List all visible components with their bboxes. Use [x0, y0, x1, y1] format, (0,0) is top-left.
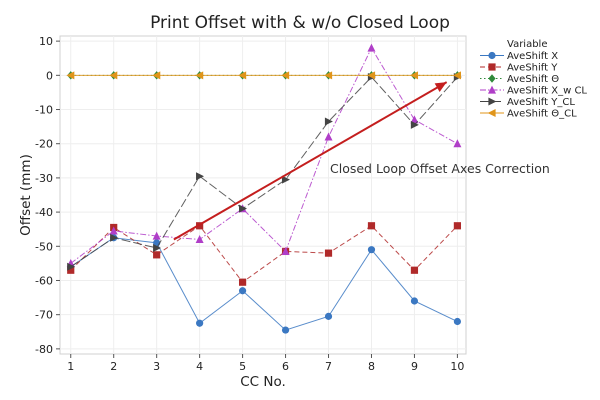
- grid: [60, 36, 466, 354]
- data-point-s1: [324, 312, 333, 320]
- x-tick-label: 3: [153, 360, 160, 373]
- series-line-4: [70, 46, 458, 264]
- legend-swatch-marker: [488, 74, 496, 83]
- data-point-s4: [152, 231, 161, 240]
- x-tick-label: 2: [110, 360, 117, 373]
- data-point-s1: [281, 326, 290, 334]
- y-tick-label: -80: [35, 343, 53, 356]
- annotation-group: Closed Loop Offset Axes Correction: [173, 81, 550, 241]
- data-point-s5: [410, 120, 419, 129]
- data-point-s6: [66, 71, 75, 80]
- x-axis-label: CC No.: [240, 374, 286, 390]
- x-tick-label: 7: [325, 360, 332, 373]
- data-point-s2: [367, 222, 376, 230]
- legend-swatch-marker: [487, 109, 496, 117]
- y-tick-label: -30: [35, 172, 53, 185]
- x-tick-label: 9: [411, 360, 418, 373]
- y-axis-label: Offset (mm): [18, 154, 34, 236]
- legend-swatch-marker: [488, 51, 496, 60]
- legend-entry: AveShift Θ_CL: [507, 109, 577, 120]
- x-tick-label: 6: [282, 360, 289, 373]
- y-tick-label: -40: [35, 206, 53, 219]
- data-point-s2: [410, 266, 419, 274]
- data-point-s2: [196, 222, 204, 230]
- data-point-s5: [110, 233, 119, 242]
- y-tick-label: 0: [46, 69, 53, 82]
- x-tick-label: 8: [368, 360, 375, 373]
- data-point-s5: [196, 172, 205, 181]
- data-point-s1: [367, 246, 376, 254]
- legend-entry: AveShift X_w CL: [507, 86, 587, 97]
- y-tick-label: -60: [35, 274, 53, 287]
- data-point-s1: [196, 319, 204, 327]
- data-point-s4: [324, 132, 333, 141]
- legend-entry: AveShift Y: [507, 63, 558, 74]
- y-tick-label: -70: [35, 309, 53, 322]
- y-axis-ticks: 10 0 -10 -20 -30 -40 -50 -60 -70 -80: [35, 35, 60, 356]
- data-point-s4: [195, 235, 204, 244]
- legend-entry: AveShift X: [507, 51, 558, 62]
- data-point-s4: [410, 115, 419, 124]
- series-line-1: [70, 237, 458, 331]
- annotation-label: Closed Loop Offset Axes Correction: [330, 161, 550, 176]
- chart-title: Print Offset with & w/o Closed Loop: [150, 13, 450, 33]
- data-point-s6: [281, 71, 290, 80]
- annotation-arrow-shaft: [173, 81, 448, 241]
- data-point-s2: [67, 266, 75, 274]
- data-point-s6: [367, 71, 376, 80]
- legend-swatch-marker: [488, 97, 497, 106]
- data-point-s2: [324, 249, 333, 257]
- data-point-s5: [153, 244, 162, 252]
- data-point-s6: [453, 71, 462, 80]
- legend-title: Variable: [507, 39, 548, 50]
- y-tick-label: -20: [35, 138, 53, 151]
- series-group: [66, 43, 462, 334]
- data-point-s5: [281, 175, 290, 184]
- y-tick-label: 10: [39, 35, 53, 48]
- data-point-s6: [109, 71, 118, 80]
- data-point-s2: [453, 222, 462, 230]
- data-point-s5: [238, 204, 247, 213]
- data-point-s6: [152, 71, 161, 80]
- data-point-s5: [324, 117, 333, 126]
- data-point-s4: [281, 247, 290, 256]
- x-tick-label: 4: [196, 360, 203, 373]
- legend-swatch-marker: [488, 63, 496, 71]
- data-point-s1: [410, 297, 419, 305]
- data-point-s1: [453, 317, 462, 326]
- x-tick-label: 10: [450, 360, 464, 373]
- data-point-s2: [238, 278, 247, 286]
- data-point-s5: [67, 262, 76, 271]
- data-point-s6: [195, 71, 204, 80]
- legend-entry: AveShift Θ: [507, 74, 559, 85]
- y-tick-label: -50: [35, 240, 53, 253]
- data-point-s4: [367, 43, 376, 52]
- data-point-s4: [453, 139, 462, 148]
- series-line-5: [70, 76, 458, 268]
- x-axis-ticks: 1 2 3 4 5 6 7 8 9 10: [67, 354, 464, 373]
- legend-swatch-marker: [488, 85, 496, 94]
- y-tick-label: -10: [35, 104, 53, 117]
- data-point-s2: [153, 251, 161, 259]
- data-point-s6: [238, 71, 247, 80]
- series-line-2: [70, 225, 458, 283]
- data-point-s1: [238, 287, 247, 295]
- legend-entry: AveShift Y_CL: [507, 97, 575, 108]
- x-tick-label: 5: [239, 360, 246, 373]
- data-point-s6: [410, 71, 419, 80]
- annotation-arrow-head: [434, 82, 447, 92]
- data-point-s6: [324, 71, 333, 80]
- x-tick-label: 1: [67, 360, 74, 373]
- data-point-s4: [109, 226, 118, 235]
